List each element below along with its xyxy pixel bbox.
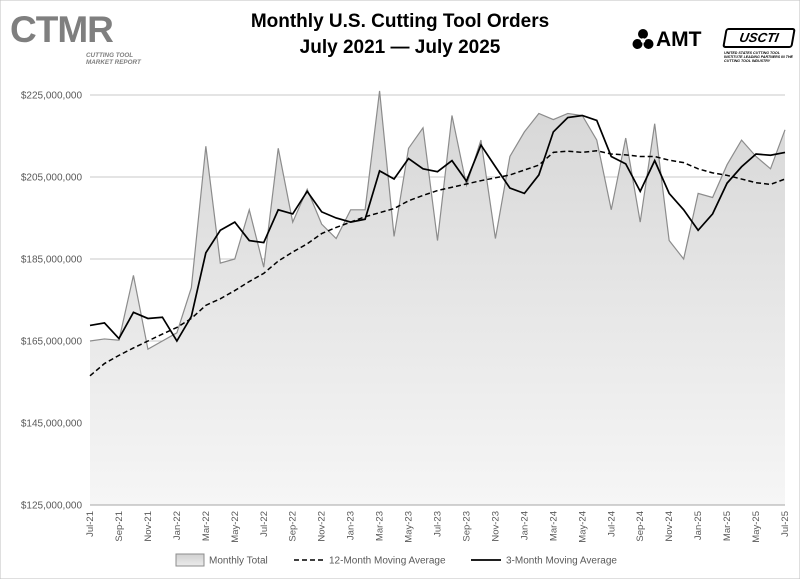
x-tick-label: Jan-24: [519, 511, 530, 540]
x-tick-label: Nov-23: [490, 511, 501, 542]
x-tick-label: May-24: [577, 511, 588, 543]
amt-logo: AMT USCTI United States Cutting Tool Ins…: [632, 26, 797, 63]
x-tick-label: May-22: [230, 511, 241, 543]
x-tick-label: Jul-23: [433, 511, 444, 537]
x-tick-label: Jan-23: [346, 511, 357, 540]
ctmr-logo: CTMR Cutting Tool Market Report: [10, 10, 160, 75]
x-tick-label: May-23: [404, 511, 415, 543]
y-tick-label: $125,000,000: [21, 501, 83, 512]
series-monthly-total-area: [90, 90, 785, 506]
y-tick-label: $145,000,000: [21, 419, 83, 430]
x-tick-label: Mar-23: [375, 511, 386, 541]
chart-title-line-1: Monthly U.S. Cutting Tool Orders: [250, 11, 550, 32]
y-tick-label: $205,000,000: [21, 173, 83, 184]
legend-label-3-month-moving-average: 3-Month Moving Average: [506, 556, 617, 567]
x-tick-label: Sep-22: [288, 511, 299, 542]
x-tick-label: Nov-21: [143, 511, 154, 542]
legend-label-monthly-total: Monthly Total: [209, 556, 268, 567]
usctri-logo-tagline: United States Cutting Tool Institute Lea…: [724, 51, 793, 63]
x-tick-label: Jul-21: [85, 511, 96, 537]
header: CTMR Cutting Tool Market Report Monthly …: [0, 0, 800, 75]
x-tick-label: Jan-22: [172, 511, 183, 540]
series-12-month-moving-average: [89, 150, 786, 377]
series-3-month-moving-average: [89, 114, 786, 343]
x-tick-label: Jul-25: [780, 511, 791, 537]
x-tick-label: Mar-25: [722, 511, 733, 541]
series-monthly-total-line: [89, 90, 786, 351]
ctmr-logo-text: CTMR: [10, 9, 114, 50]
x-tick-label: Sep-23: [461, 511, 472, 542]
x-tick-label: Jul-22: [259, 511, 270, 537]
legend-swatch-monthly-total: [175, 553, 205, 567]
ctmr-logo-tagline: Cutting Tool Market Report: [86, 52, 141, 66]
x-tick-label: Nov-24: [664, 511, 675, 542]
amt-logo-mark-icon: [632, 29, 654, 49]
x-tick-label: Nov-22: [317, 511, 328, 542]
y-tick-label: $185,000,000: [21, 255, 83, 266]
amt-logo-text: AMT: [656, 28, 702, 51]
x-tick-label: Sep-21: [114, 511, 125, 542]
x-tick-label: May-25: [751, 511, 762, 543]
x-tick-label: Mar-22: [201, 511, 212, 541]
x-tick-label: Jan-25: [693, 511, 704, 540]
legend-label-12-month-moving-average: 12-Month Moving Average: [329, 556, 446, 567]
chart-title-line-2: July 2021 — July 2025: [299, 37, 501, 58]
y-tick-label: $165,000,000: [21, 337, 83, 348]
x-tick-label: Sep-24: [635, 511, 646, 542]
y-tick-label: $225,000,000: [21, 91, 83, 102]
x-tick-label: Mar-24: [548, 511, 559, 541]
x-tick-label: Jul-24: [606, 511, 617, 537]
